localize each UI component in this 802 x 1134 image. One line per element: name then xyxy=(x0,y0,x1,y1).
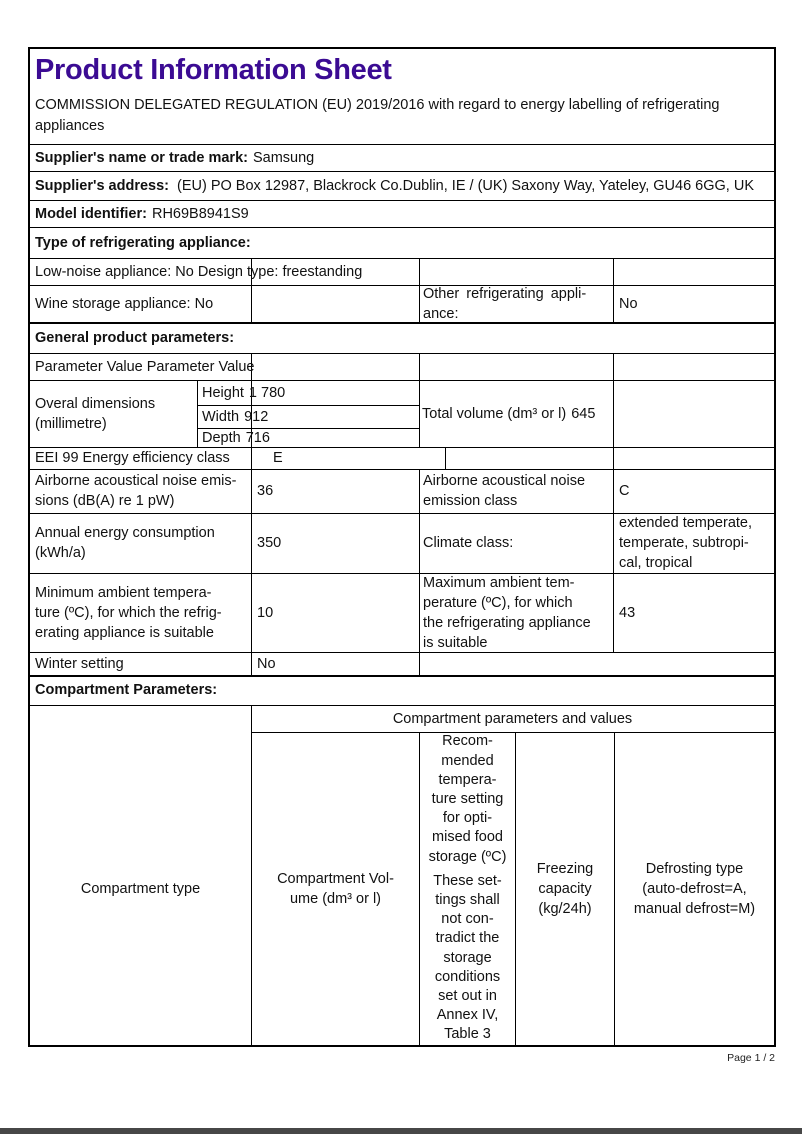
table-border-line xyxy=(613,258,614,322)
parameter-value-header: Parameter Value Parameter Value xyxy=(35,358,255,375)
winter-setting-label: Winter setting xyxy=(35,655,124,672)
table-border-line xyxy=(30,513,774,514)
defrosting-type-column-header: Defrosting type (auto-defrost=A, manual … xyxy=(633,860,756,917)
dimensions-label: Overal dimensions (millimetre) xyxy=(35,395,156,432)
compartment-type-column-header: Compartment type xyxy=(80,880,201,897)
low-noise-cell: Low-noise appliance: No Design type: fre… xyxy=(35,263,363,280)
compartment-volume-column-header: Compartment Vol- ume (dm³ or l) xyxy=(277,870,394,907)
table-border-line xyxy=(30,705,774,706)
total-volume-label: Total volume (dm³ or l) xyxy=(422,405,567,422)
model-identifier-label: Model identifier: xyxy=(35,205,147,222)
noise-class-value: C xyxy=(619,483,630,499)
table-border-line xyxy=(30,652,774,653)
eei-value: E xyxy=(273,450,283,466)
max-ambient-label: Maximum ambient tem- perature (ºC), for … xyxy=(423,574,591,651)
noise-value: 36 xyxy=(257,483,274,499)
dimension-name: Width xyxy=(202,408,240,425)
dimension-value: 1 780 xyxy=(248,384,286,401)
table-border-line xyxy=(30,469,774,470)
table-border-line xyxy=(30,285,774,286)
energy-value: 350 xyxy=(257,535,282,551)
table-border-line xyxy=(445,447,446,469)
min-ambient-label: Minimum ambient tempera- ture (ºC), for … xyxy=(35,584,222,641)
temperature-note-text: These set- tings shall not con- tradict … xyxy=(433,872,502,1043)
table-border-line xyxy=(419,469,420,675)
supplier-address-label: Supplier's address: xyxy=(35,177,169,194)
page-title: Product Information Sheet xyxy=(35,54,392,86)
page-number: Page 1 / 2 xyxy=(727,1052,775,1064)
dimension-name: Depth xyxy=(202,429,241,446)
table-border-line xyxy=(30,171,774,172)
table-border-line xyxy=(251,705,252,1045)
supplier-address-row: Supplier's address: (EU) PO Box 12987, B… xyxy=(35,171,774,200)
table-border-line xyxy=(30,573,774,574)
table-border-line xyxy=(197,405,419,406)
noise-class-label: Airborne acoustical noise emission class xyxy=(423,473,586,509)
type-heading: Type of refrigerating appliance: xyxy=(35,234,251,251)
table-border-line xyxy=(613,469,614,652)
table-border-line xyxy=(613,353,614,447)
table-border-line xyxy=(419,353,420,447)
table-border-line xyxy=(419,258,420,322)
table-border-line xyxy=(30,144,774,145)
table-border-line xyxy=(197,380,198,447)
climate-class-label: Climate class: xyxy=(423,535,514,551)
table-border-line xyxy=(30,258,774,259)
table-border-line xyxy=(251,353,252,447)
eei-label: EEI 99 Energy efficiency class xyxy=(35,450,230,466)
table-border-line xyxy=(30,380,774,381)
bottom-page-divider xyxy=(0,1128,802,1134)
table-border-line xyxy=(251,469,252,675)
table-border-line xyxy=(30,322,774,324)
climate-class-value: extended temperate, temperate, subtropi-… xyxy=(619,515,753,571)
other-appliance-label: Other refrigerating appli- ance: xyxy=(423,285,587,322)
compartment-table-header: Compartment parameters and values xyxy=(392,710,633,727)
temperature-setting-text: Recom- mended tempera- ture setting for … xyxy=(428,733,507,865)
dimension-name: Height xyxy=(202,384,244,401)
info-sheet-table: Product Information Sheet COMMISSION DEL… xyxy=(28,47,776,1047)
noise-label: Airborne acoustical noise emis- sions (d… xyxy=(35,473,237,509)
table-border-line xyxy=(30,447,774,448)
table-border-line xyxy=(30,353,774,354)
table-border-line xyxy=(613,447,614,469)
dimension-value: 912 xyxy=(244,408,269,425)
dimension-row-width: Width 912 xyxy=(202,405,417,428)
table-border-line xyxy=(251,732,774,733)
table-border-line xyxy=(251,447,252,469)
table-border-line xyxy=(30,200,774,201)
model-identifier-value: RH69B8941S9 xyxy=(151,205,249,222)
table-border-line xyxy=(30,227,774,228)
table-border-line xyxy=(515,732,516,1045)
model-identifier-row: Model identifier: RH69B8941S9 xyxy=(35,200,774,227)
freezing-capacity-column-header: Freezing capacity (kg/24h) xyxy=(536,860,594,917)
wine-storage-cell: Wine storage appliance: No xyxy=(35,295,214,312)
table-border-line xyxy=(614,732,615,1045)
total-volume-value: 645 xyxy=(571,405,596,422)
supplier-name-label: Supplier's name or trade mark: xyxy=(35,149,248,166)
max-ambient-value: 43 xyxy=(619,604,636,621)
min-ambient-value: 10 xyxy=(257,604,274,621)
dimension-row-depth: Depth 716 xyxy=(202,428,417,447)
dimension-value: 716 xyxy=(245,429,270,446)
general-parameters-heading: General product parameters: xyxy=(35,329,235,346)
supplier-name-value: Samsung xyxy=(252,149,315,166)
supplier-address-value: (EU) PO Box 12987, Blackrock Co.Dublin, … xyxy=(177,177,754,194)
recommended-temperature-column-header: Recom- mended tempera- ture setting for … xyxy=(420,732,515,1045)
table-border-line xyxy=(197,428,419,429)
total-volume-cell: Total volume (dm³ or l) 645 xyxy=(422,380,612,447)
table-border-line xyxy=(30,675,774,677)
table-border-line xyxy=(251,258,252,322)
other-appliance-value: No xyxy=(619,295,638,312)
table-border-line xyxy=(419,732,420,1045)
supplier-name-row: Supplier's name or trade mark: Samsung xyxy=(35,144,774,171)
regulation-text: COMMISSION DELEGATED REGULATION (EU) 201… xyxy=(35,97,720,134)
dimension-row-height: Height 1 780 xyxy=(202,380,417,405)
compartment-parameters-heading: Compartment Parameters: xyxy=(35,682,218,698)
energy-label: Annual energy consumption (kWh/a) xyxy=(35,525,215,561)
winter-setting-value: No xyxy=(257,655,276,672)
